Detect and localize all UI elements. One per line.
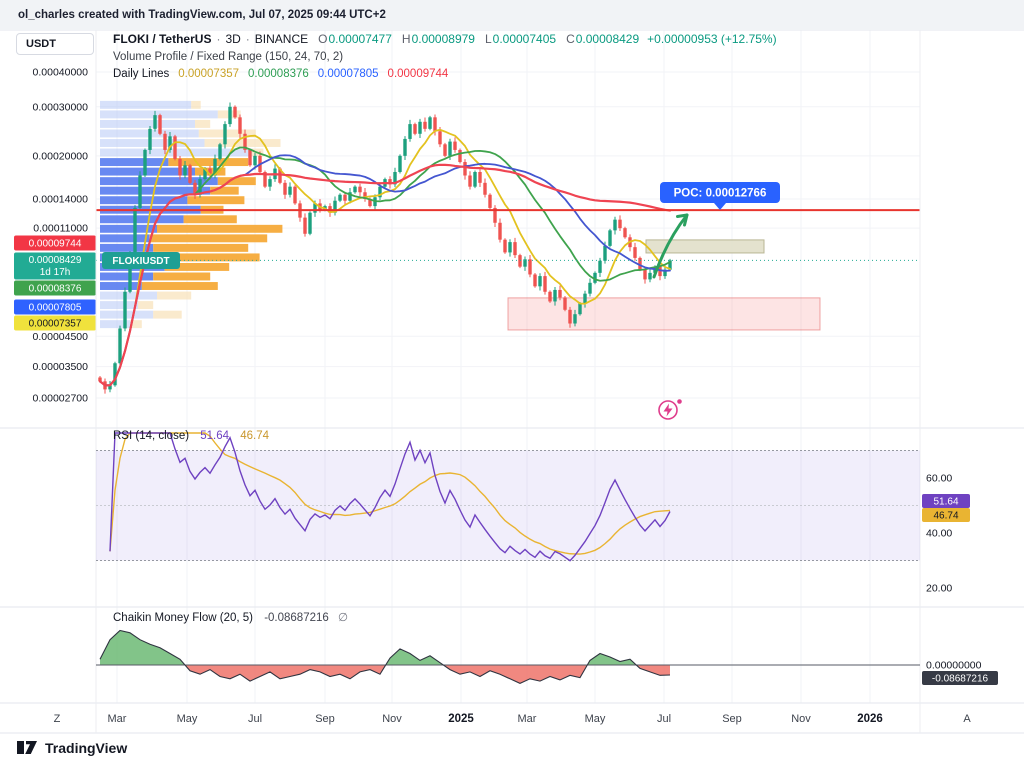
daily-line-value-yellow: 0.00007357	[178, 68, 240, 80]
svg-text:20.00: 20.00	[926, 583, 952, 595]
svg-text:-0.08687216: -0.08687216	[932, 674, 989, 685]
svg-text:May: May	[177, 713, 198, 725]
interval-button[interactable]: 3D	[225, 32, 241, 46]
cmf-empty-icon: ∅	[337, 612, 349, 624]
svg-text:A: A	[963, 713, 971, 725]
svg-text:May: May	[585, 713, 606, 725]
vp-indicator-title: Volume Profile / Fixed Range (150, 24, 7…	[113, 50, 344, 63]
attribution-text: ol_charles created with TradingView.com,…	[18, 9, 386, 21]
cmf-line	[99, 629, 671, 685]
high-value: 0.00008979	[411, 32, 475, 46]
svg-text:0.00020000: 0.00020000	[33, 150, 89, 162]
svg-text:0.00009744: 0.00009744	[29, 239, 82, 250]
exchange-label: BINANCE	[254, 32, 309, 46]
tradingview-brand-text: TradingView	[45, 740, 128, 756]
open-label: O	[318, 32, 328, 46]
svg-text:0.00030000: 0.00030000	[33, 101, 89, 113]
svg-text:2025: 2025	[448, 713, 474, 725]
drawing-zones	[507, 239, 821, 331]
svg-text:Jul: Jul	[657, 713, 671, 725]
svg-text:Mar: Mar	[518, 713, 537, 725]
svg-text:40.00: 40.00	[926, 528, 952, 540]
daily-line-yellow	[99, 128, 671, 387]
symbol-row: FLOKI / TetherUS · 3D · BINANCE O 0.00007…	[113, 31, 777, 49]
svg-text:0.00002700: 0.00002700	[33, 393, 89, 405]
open-value: 0.00007477	[328, 32, 392, 46]
close-value: 0.00008429	[575, 32, 640, 46]
svg-text:0.00007357: 0.00007357	[29, 319, 82, 330]
indicator-legend-volume-profile[interactable]: Volume Profile / Fixed Range (150, 24, 7…	[113, 49, 777, 67]
svg-text:46.74: 46.74	[933, 511, 958, 522]
flash-icon[interactable]	[658, 399, 682, 420]
svg-text:1d 17h: 1d 17h	[40, 267, 71, 278]
change-value: +0.00000953 (+12.75%)	[647, 32, 777, 46]
separator: ·	[216, 32, 221, 46]
demand-zone-lower[interactable]	[507, 297, 821, 331]
chart-legend: FLOKI / TetherUS · 3D · BINANCE O 0.00007…	[113, 31, 777, 84]
svg-text:0.00040000: 0.00040000	[33, 67, 89, 79]
rsi-signal-value: 46.74	[240, 430, 270, 442]
svg-text:0.00000000: 0.00000000	[926, 660, 982, 672]
daily-line-value-red: 0.00009744	[387, 68, 449, 80]
separator: ·	[245, 32, 250, 46]
svg-text:Jul: Jul	[248, 713, 262, 725]
cmf-legend[interactable]: Chaikin Money Flow (20, 5) -0.08687216 ∅	[113, 610, 348, 624]
price-axis[interactable]: 0.00040000 0.00030000 0.00020000 0.00014000…	[14, 67, 96, 405]
tradingview-watermark[interactable]: TradingView	[16, 740, 127, 756]
symbol-button[interactable]: FLOKI / TetherUS	[113, 32, 212, 46]
svg-text:FLOKIUSDT: FLOKIUSDT	[112, 256, 169, 267]
breakout-arrow[interactable]	[652, 213, 689, 279]
moving-averages	[98, 128, 672, 387]
poc-label[interactable]: POC: 0.00012766	[660, 182, 780, 210]
time-axis[interactable]: Z Mar May Jul Sep Nov 2025 Mar May Jul Sep Nov 2026 A	[54, 713, 972, 725]
svg-text:2026: 2026	[857, 713, 883, 725]
svg-text:0.00008429: 0.00008429	[29, 255, 82, 266]
svg-text:Z: Z	[54, 713, 61, 725]
svg-text:0.00011000: 0.00011000	[33, 223, 88, 235]
svg-text:0.00003500: 0.00003500	[33, 361, 89, 373]
svg-text:60.00: 60.00	[926, 473, 952, 485]
rsi-line	[109, 432, 671, 562]
svg-text:51.64: 51.64	[933, 497, 958, 508]
daily-line-red	[98, 163, 672, 387]
rsi-value: 51.64	[200, 430, 230, 442]
daily-line-value-blue: 0.00007805	[317, 68, 379, 80]
svg-text:0.00004500: 0.00004500	[33, 331, 89, 343]
cmf-pane: 0.00000000 -0.08687216	[96, 629, 998, 685]
rsi-pane: 60.00 40.00 20.00 51.64 46.74	[96, 432, 970, 595]
high-label: H	[401, 32, 411, 46]
cmf-value: -0.08687216	[264, 612, 329, 624]
svg-text:0.00014000: 0.00014000	[33, 193, 89, 205]
svg-text:0.00008376: 0.00008376	[29, 284, 82, 295]
daily-line-value-green: 0.00008376	[248, 68, 309, 80]
cmf-title-text: Chaikin Money Flow (20, 5)	[113, 612, 253, 624]
daily-lines-title: Daily Lines	[113, 68, 170, 80]
svg-text:Sep: Sep	[315, 713, 335, 725]
rsi-title-text: RSI (14, close)	[113, 430, 190, 442]
pane-separators	[0, 29, 1024, 734]
rsi-legend[interactable]: RSI (14, close) 51.64 46.74	[113, 430, 269, 442]
low-label: L	[484, 32, 492, 46]
indicator-legend-daily-lines[interactable]: Daily Lines 0.00007357 0.00008376 0.0000…	[113, 66, 777, 84]
svg-text:Sep: Sep	[722, 713, 742, 725]
svg-text:Nov: Nov	[791, 713, 811, 725]
currency-button[interactable]: USDT	[16, 33, 94, 55]
svg-text:Nov: Nov	[382, 713, 402, 725]
svg-text:POC: 0.00012766: POC: 0.00012766	[674, 188, 767, 200]
tradingview-logo-icon	[17, 741, 37, 754]
svg-text:Mar: Mar	[108, 713, 127, 725]
svg-text:0.00007805: 0.00007805	[29, 303, 82, 314]
attribution-bar: ol_charles created with TradingView.com,…	[0, 0, 1024, 30]
symbol-tag[interactable]: FLOKIUSDT	[102, 252, 180, 269]
low-value: 0.00007405	[492, 32, 557, 46]
close-label: C	[566, 32, 575, 46]
